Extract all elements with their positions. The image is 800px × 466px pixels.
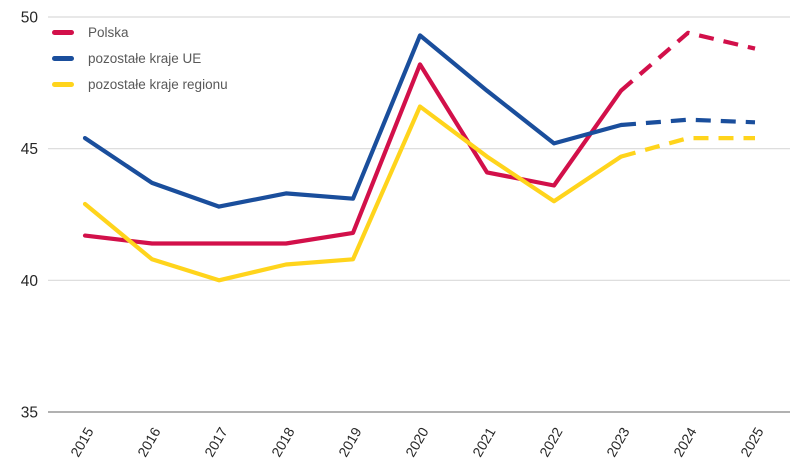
series-line-pozosta-e-kraje-regionu — [82, 104, 624, 283]
x-tick-label-2016: 2016 — [134, 424, 164, 459]
legend-label-pozostale-kraje-regionu: pozostałe kraje regionu — [88, 76, 228, 92]
y-tick-label-35: 35 — [21, 405, 38, 422]
x-tick-label-2024: 2024 — [670, 424, 700, 459]
series-line-polska — [82, 62, 624, 246]
legend-label-polska: Polska — [88, 24, 129, 40]
series-line-pozosta-e-kraje-regionu-forecast — [620, 136, 755, 159]
legend-swatch-pozostale-kraje-ue — [52, 56, 74, 61]
x-tick-label-2023: 2023 — [603, 424, 633, 459]
x-tick-label-2019: 2019 — [335, 424, 365, 459]
series-line-polska-forecast — [619, 30, 756, 93]
x-tick-label-2017: 2017 — [201, 424, 231, 459]
x-tick-label-2015: 2015 — [67, 424, 97, 459]
legend-swatch-pozostale-kraje-regionu — [52, 82, 74, 87]
y-tick-label-45: 45 — [21, 141, 38, 158]
series-line-pozosta-e-kraje-ue-forecast — [620, 117, 756, 128]
series-line-pozosta-e-kraje-ue — [82, 33, 624, 209]
x-tick-label-2022: 2022 — [536, 424, 566, 459]
legend-item-polska: Polska — [52, 24, 228, 41]
legend-item-pozostale-kraje-regionu: pozostałe kraje regionu — [52, 76, 228, 93]
x-tick-label-2025: 2025 — [737, 424, 767, 459]
chart-legend: Polska pozostałe kraje UE pozostałe kraj… — [52, 24, 228, 93]
legend-swatch-polska — [52, 30, 74, 35]
x-tick-label-2020: 2020 — [402, 424, 432, 459]
x-tick-label-2018: 2018 — [268, 424, 298, 459]
legend-item-pozostale-kraje-ue: pozostałe kraje UE — [52, 50, 228, 67]
legend-label-pozostale-kraje-ue: pozostałe kraje UE — [88, 50, 202, 66]
y-tick-label-50: 50 — [21, 10, 39, 27]
x-tick-label-2021: 2021 — [469, 424, 499, 459]
y-tick-label-40: 40 — [21, 273, 39, 290]
